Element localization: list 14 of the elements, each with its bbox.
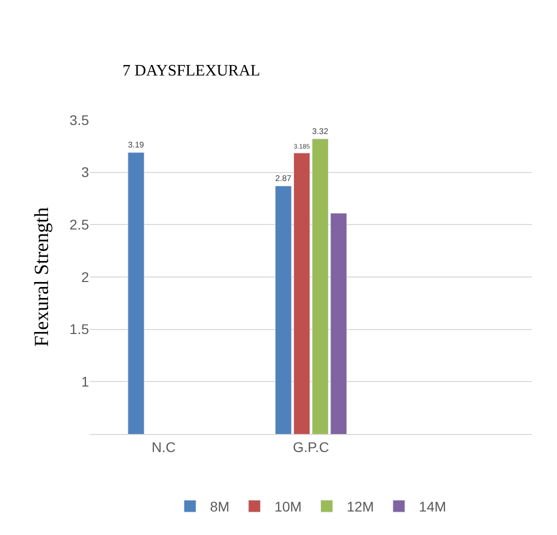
legend-label: 12M (346, 498, 374, 515)
legend-label: 14M (418, 498, 446, 515)
y-tick-label: 3.5 (70, 112, 90, 128)
x-tick-label: G.P.C (292, 438, 330, 455)
y-tick-label: 2.5 (70, 216, 90, 233)
x-tick-label: N.C (152, 438, 176, 455)
y-axis-title: Flexural Strength (31, 207, 54, 347)
y-tick-label: 2 (81, 268, 90, 285)
y-tick-label: 3 (81, 164, 90, 180)
y-tick-label: 1.5 (70, 321, 90, 338)
chart-title: 7 DAYSFLEXURAL (122, 62, 260, 80)
y-tick-label: 1 (81, 374, 90, 390)
legend-label: 8M (210, 498, 230, 515)
legend-label: 10M (274, 498, 302, 515)
